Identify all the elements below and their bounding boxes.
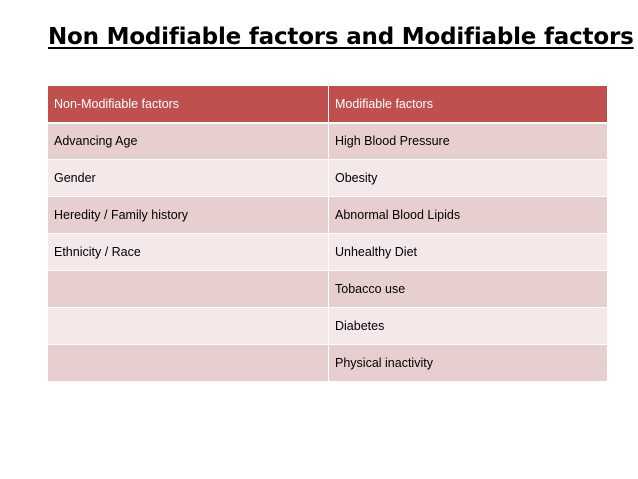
non-modifiable-cell: Ethnicity / Race bbox=[47, 233, 329, 271]
table-row: Diabetes bbox=[47, 307, 608, 345]
table-row: Ethnicity / Race Unhealthy Diet bbox=[47, 233, 608, 271]
non-modifiable-cell bbox=[47, 344, 329, 382]
table-row: Gender Obesity bbox=[47, 159, 608, 197]
non-modifiable-cell: Gender bbox=[47, 159, 329, 197]
modifiable-cell: Abnormal Blood Lipids bbox=[328, 196, 608, 234]
modifiable-cell: Tobacco use bbox=[328, 270, 608, 308]
table-row: Heredity / Family history Abnormal Blood… bbox=[47, 196, 608, 234]
non-modifiable-cell bbox=[47, 270, 329, 308]
table-row: Advancing Age High Blood Pressure bbox=[47, 122, 608, 160]
table-header-row: Non-Modifiable factors Modifiable factor… bbox=[47, 85, 608, 124]
modifiable-cell: Diabetes bbox=[328, 307, 608, 345]
table-row: Tobacco use bbox=[47, 270, 608, 308]
non-modifiable-cell: Heredity / Family history bbox=[47, 196, 329, 234]
page-title: Non Modifiable factors and Modifiable fa… bbox=[48, 24, 634, 50]
modifiable-cell: Physical inactivity bbox=[328, 344, 608, 382]
non-modifiable-cell: Advancing Age bbox=[47, 122, 329, 160]
modifiable-cell: Unhealthy Diet bbox=[328, 233, 608, 271]
column-header-non-modifiable: Non-Modifiable factors bbox=[47, 85, 329, 124]
factors-table: Non-Modifiable factors Modifiable factor… bbox=[47, 85, 608, 382]
non-modifiable-cell bbox=[47, 307, 329, 345]
modifiable-cell: High Blood Pressure bbox=[328, 122, 608, 160]
table-row: Physical inactivity bbox=[47, 344, 608, 382]
modifiable-cell: Obesity bbox=[328, 159, 608, 197]
column-header-modifiable: Modifiable factors bbox=[328, 85, 608, 124]
